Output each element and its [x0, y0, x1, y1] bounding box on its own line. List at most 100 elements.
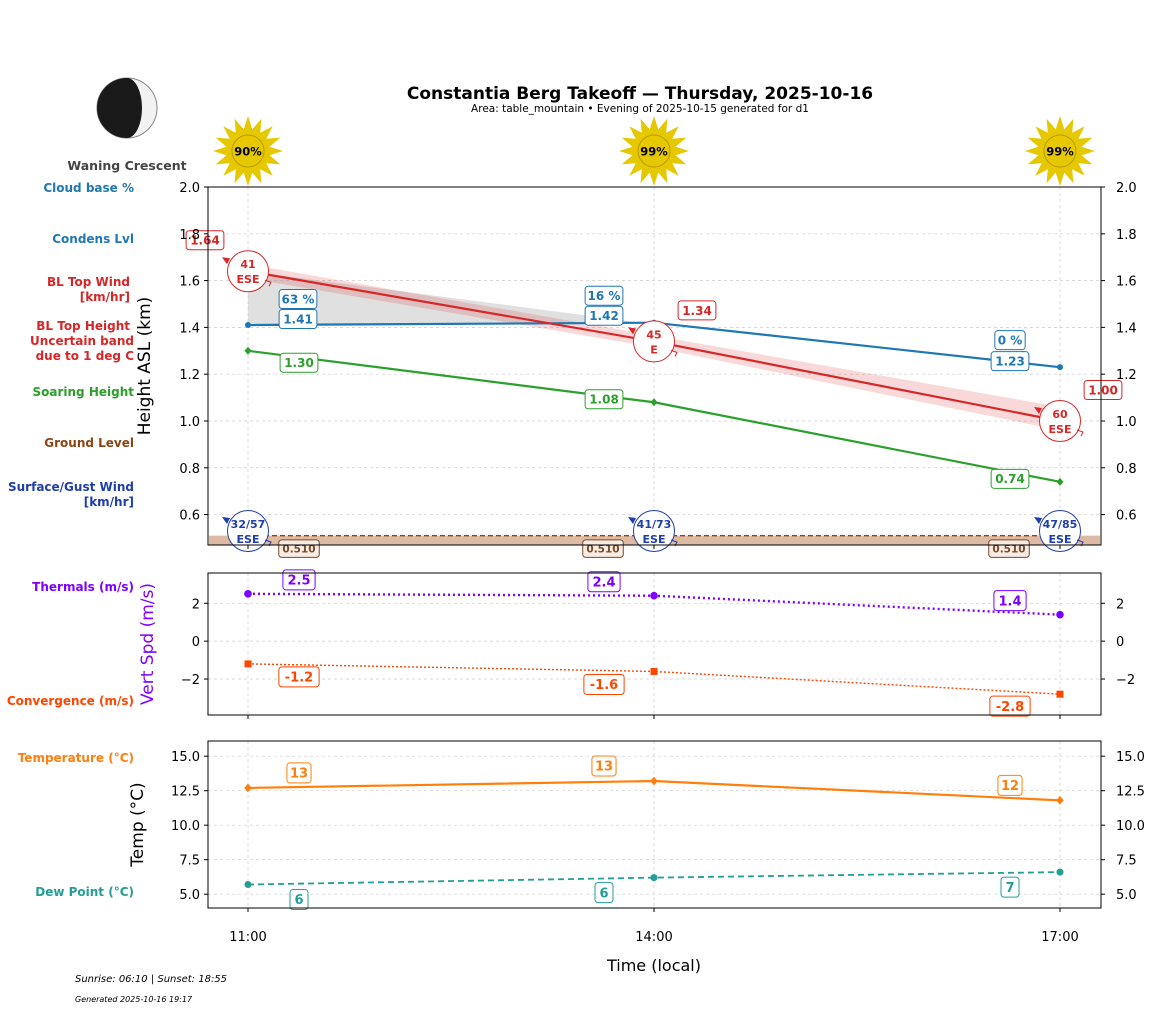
label-box — [278, 539, 320, 558]
condensation-label: 1.42 — [584, 305, 624, 326]
wind-speed: 32/57 — [231, 518, 266, 531]
label-text: -1.6 — [590, 678, 618, 693]
temperature-label: 13 — [591, 755, 617, 777]
bl-top-wind-icon: 41 ESE — [222, 250, 272, 293]
y-tick-label-right: 5.0 — [1116, 888, 1137, 903]
x-tick-label: 11:00 — [229, 930, 266, 945]
left-label-ground: Ground Level — [44, 436, 134, 450]
label-box — [185, 230, 225, 251]
thermals-point — [650, 591, 658, 600]
thermals-label: 2.5 — [282, 569, 316, 591]
y-tick-label: 1.4 — [179, 321, 200, 336]
label-text: 1.4 — [998, 594, 1021, 609]
label-box — [990, 351, 1030, 372]
cloud-base-label: 16 % — [584, 285, 624, 306]
convergence-point — [650, 667, 658, 675]
label-text: 63 % — [282, 292, 315, 306]
condensation-point — [1057, 364, 1063, 371]
soaring-height-label: 0.74 — [990, 468, 1030, 489]
label-box — [988, 539, 1030, 558]
wind-tail-icon — [264, 279, 272, 287]
y-tick-label: 1.8 — [179, 228, 200, 243]
y-tick-label-right: 0.6 — [1116, 509, 1137, 524]
y-axis-label: Temp (°C) — [128, 782, 148, 867]
wind-circle — [227, 510, 269, 552]
y-tick-label: 0 — [192, 635, 200, 650]
label-box — [594, 882, 614, 904]
wind-speed: 45 — [646, 328, 661, 341]
y-tick-label-right: −2 — [1116, 673, 1135, 688]
label-box — [286, 762, 312, 784]
thermals-label: 2.4 — [587, 571, 621, 593]
label-text: 7 — [1005, 881, 1014, 896]
left-label-bl-uncertain: Uncertain band — [30, 334, 134, 348]
wind-speed: 60 — [1052, 408, 1068, 421]
label-text: 13 — [290, 767, 308, 782]
label-box — [993, 590, 1027, 612]
label-text: 1.23 — [995, 354, 1025, 368]
wind-circle — [227, 250, 269, 293]
label-box — [278, 289, 318, 310]
wind-direction: ESE — [643, 533, 666, 546]
label-box — [282, 569, 316, 591]
label-text: 2.5 — [287, 574, 310, 589]
wind-direction-arrow-icon — [1034, 517, 1042, 524]
y-tick-label-right: 1.8 — [1116, 228, 1137, 243]
wind-tail-icon — [1076, 429, 1084, 437]
left-label-dewpoint: Dew Point (°C) — [35, 885, 134, 899]
label-box — [279, 352, 319, 373]
x-tick-label: 14:00 — [635, 930, 672, 945]
y-tick-label: 2 — [192, 597, 200, 612]
sun-percent: 90% — [234, 145, 262, 159]
label-text: 1.42 — [589, 309, 619, 323]
condensation-label: 1.41 — [278, 309, 318, 330]
wind-direction-arrow-icon — [222, 517, 230, 524]
left-label-surface-wind-unit: [km/hr] — [84, 495, 134, 509]
label-text: 13 — [595, 760, 613, 775]
wind-speed: 41/73 — [637, 518, 672, 531]
bl-top-wind-icon: 60 ESE — [1034, 399, 1084, 442]
label-box — [1083, 379, 1123, 400]
label-box — [591, 755, 617, 777]
y-tick-label: 2.0 — [179, 181, 200, 196]
left-label-bl-wind-unit: [km/hr] — [80, 290, 130, 304]
left-label-bl-wind: BL Top Wind — [47, 275, 130, 289]
wind-direction-arrow-icon — [1034, 406, 1042, 414]
wind-circle — [633, 510, 675, 552]
y-tick-label-right: 12.5 — [1116, 785, 1145, 800]
thermals-label: 1.4 — [993, 590, 1027, 612]
y-tick-label: 0.6 — [179, 509, 200, 524]
sun-disc — [1043, 134, 1077, 168]
dewpoint-point — [650, 874, 658, 882]
y-tick-label-right: 1.2 — [1116, 368, 1137, 383]
left-label-temperature: Temperature (°C) — [18, 751, 134, 765]
chart-title: Constantia Berg Takeoff — Thursday, 2025… — [407, 84, 873, 104]
wind-direction: ESE — [237, 273, 260, 286]
dewpoint-point — [244, 881, 252, 889]
condensation-point — [245, 322, 251, 329]
label-text: 0.510 — [282, 543, 315, 555]
wind-speed: 47/85 — [1043, 518, 1078, 531]
y-tick-label: 5.0 — [179, 888, 200, 903]
wind-direction-arrow-icon — [222, 257, 230, 265]
generated-timestamp: Generated 2025-10-16 19:17 — [75, 995, 193, 1004]
sun-percent: 99% — [1046, 145, 1074, 159]
left-label-cloud-base: Cloud base % — [43, 181, 134, 195]
y-tick-label: 12.5 — [171, 785, 200, 800]
y-tick-label: 10.0 — [171, 819, 200, 834]
label-text: -1.2 — [285, 671, 313, 686]
label-box — [997, 774, 1023, 796]
soaring-height-label: 1.30 — [279, 352, 319, 373]
y-axis-label: Height ASL (km) — [135, 297, 155, 436]
bl-top-label: 1.34 — [677, 300, 717, 321]
thermals-point — [1056, 610, 1064, 619]
sun-times: Sunrise: 06:10 | Sunset: 18:55 — [75, 974, 228, 985]
convergence-label: -1.2 — [278, 666, 320, 688]
convergence-label: -1.6 — [583, 673, 625, 695]
label-text: 1.64 — [190, 234, 220, 248]
soaring-height-label: 1.08 — [584, 389, 624, 410]
left-label-condens: Condens Lvl — [52, 232, 134, 246]
thermals-point — [244, 590, 252, 598]
moon-phase-label: Waning Crescent — [67, 158, 186, 173]
label-text: 0.510 — [992, 543, 1025, 555]
